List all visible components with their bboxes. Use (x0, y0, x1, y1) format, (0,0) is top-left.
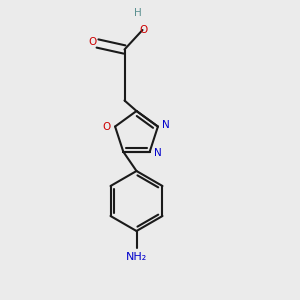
Text: O: O (140, 25, 148, 35)
Text: O: O (88, 37, 96, 47)
Text: N: N (162, 120, 170, 130)
Text: N: N (154, 148, 162, 158)
Text: H: H (134, 8, 142, 19)
Text: NH₂: NH₂ (126, 251, 147, 262)
Text: O: O (103, 122, 111, 131)
